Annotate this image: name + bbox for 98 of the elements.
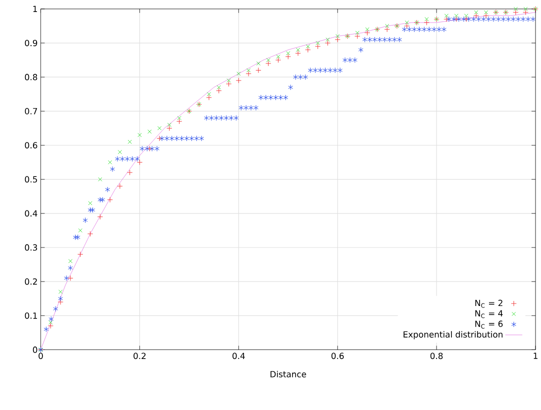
legend-label: N$_{C}$ = 2 xyxy=(475,300,502,308)
point xyxy=(365,27,370,32)
y-tick-label: 0.9 xyxy=(24,40,38,46)
point xyxy=(107,196,113,202)
point xyxy=(216,88,222,94)
legend-label: N$_{C}$ = 4 xyxy=(475,310,503,318)
point xyxy=(275,57,282,63)
point xyxy=(156,135,162,142)
point xyxy=(305,46,311,52)
point xyxy=(306,44,310,48)
point xyxy=(48,320,53,324)
point xyxy=(126,170,133,176)
legend-label: N$_{C}$ = 6 xyxy=(475,320,503,328)
point xyxy=(68,275,74,281)
point xyxy=(364,30,370,36)
point xyxy=(117,183,123,189)
point xyxy=(512,9,519,16)
point xyxy=(444,14,449,18)
point xyxy=(474,10,478,14)
point xyxy=(236,78,242,84)
point xyxy=(206,92,212,96)
point xyxy=(522,9,528,16)
point xyxy=(276,54,280,59)
point xyxy=(148,129,152,134)
point xyxy=(177,116,182,120)
point xyxy=(167,122,172,127)
point xyxy=(48,322,54,329)
point xyxy=(246,68,251,72)
point xyxy=(136,159,143,165)
point xyxy=(266,60,272,66)
point xyxy=(385,24,390,28)
point xyxy=(87,230,94,237)
x-tick-label: 0.6 xyxy=(331,352,344,359)
point xyxy=(176,118,182,124)
x-tick-label: 0.4 xyxy=(232,352,245,359)
point xyxy=(296,48,300,52)
point xyxy=(236,71,241,76)
point xyxy=(216,85,221,90)
point xyxy=(454,14,458,18)
point xyxy=(483,12,489,18)
point xyxy=(354,33,360,39)
point xyxy=(295,50,301,56)
point xyxy=(246,70,252,76)
point xyxy=(78,228,82,232)
point xyxy=(334,36,340,42)
y-tick-label: 0.4 xyxy=(24,210,38,216)
point xyxy=(444,16,450,22)
point xyxy=(326,37,330,42)
y-tick-label: 0.2 xyxy=(24,278,37,285)
point xyxy=(355,30,360,35)
point xyxy=(206,94,212,100)
point xyxy=(256,67,262,73)
y-tick-label: 0.8 xyxy=(24,74,38,80)
y-tick-label: 0.3 xyxy=(24,244,38,251)
point xyxy=(314,43,321,50)
point xyxy=(473,12,479,18)
point xyxy=(146,146,152,152)
point xyxy=(266,58,270,62)
x-tick-label: 0.2 xyxy=(134,352,146,359)
point xyxy=(514,6,518,11)
point xyxy=(524,6,528,11)
point xyxy=(404,22,410,29)
y-tick-label: 1 xyxy=(33,6,37,12)
point xyxy=(88,200,92,206)
point xyxy=(424,20,430,26)
point xyxy=(128,140,132,144)
point xyxy=(424,16,429,22)
point xyxy=(324,40,331,46)
point xyxy=(108,160,112,164)
point xyxy=(58,290,63,294)
point xyxy=(226,80,232,87)
point xyxy=(484,10,488,14)
point xyxy=(97,214,103,220)
point xyxy=(118,150,122,154)
point xyxy=(384,26,390,32)
point xyxy=(256,61,261,66)
y-tick-label: 0.7 xyxy=(24,108,38,114)
x-tick-label: 1 xyxy=(534,352,538,359)
x-axis-title: Distance xyxy=(270,370,306,378)
y-tick-label: 0.1 xyxy=(24,312,37,319)
point xyxy=(286,51,290,56)
point xyxy=(336,34,340,38)
point xyxy=(98,177,102,182)
x-tick-label: 0 xyxy=(38,352,43,359)
y-tick-label: 0 xyxy=(32,346,38,353)
point xyxy=(68,258,72,264)
point xyxy=(77,251,84,257)
y-tick-label: 0.5 xyxy=(24,176,37,182)
point xyxy=(138,132,142,137)
point xyxy=(226,78,231,82)
point xyxy=(157,126,162,130)
point xyxy=(285,54,291,60)
point xyxy=(316,40,320,45)
y-tick-label: 0.6 xyxy=(24,142,38,148)
point xyxy=(166,125,172,131)
legend-label: Exponential distribution xyxy=(404,330,502,340)
point xyxy=(404,20,409,24)
x-tick-label: 0.8 xyxy=(430,352,443,359)
